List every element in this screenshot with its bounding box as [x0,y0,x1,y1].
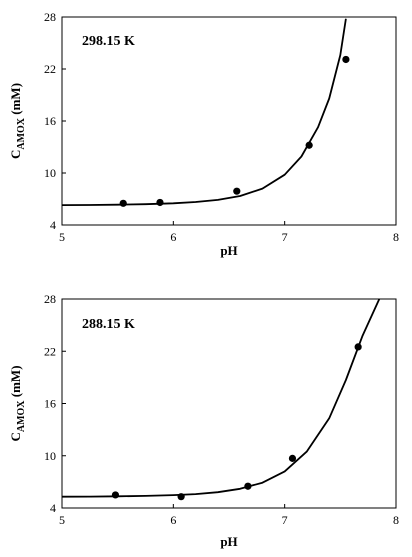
fit-curve [62,18,347,206]
y-tick-label: 10 [44,166,56,180]
data-point [233,187,241,195]
y-axis-title-subscript: AMOX [16,400,27,432]
data-point [305,141,313,149]
data-point [354,343,362,351]
y-tick-label: 28 [44,292,56,306]
chart-panel-1: 5 6 7 8 4 10 16 22 28 pH CAMOX (mM) 298.15 K [8,10,399,258]
x-axis-title: pH [220,243,237,258]
y-tick-label: 10 [44,449,56,463]
y-axis-title: CAMOX (mM) [8,365,27,441]
x-tick-label: 6 [170,230,176,244]
y-tick-label: 4 [50,501,56,515]
y-tick-label: 22 [44,62,56,76]
y-tick-label: 22 [44,344,56,358]
data-point [342,55,350,64]
x-tick-label: 5 [59,513,65,527]
y-tick-label: 16 [44,114,56,128]
x-tick-label: 6 [170,513,176,527]
data-point [119,199,127,207]
data-point [156,198,164,207]
x-tick-label: 7 [282,513,288,527]
y-axis-title-main: C [8,432,23,441]
data-point [244,482,252,490]
fit-curve [62,299,381,498]
x-axis-title: pH [220,534,237,549]
y-axis-title-subscript: AMOX [16,117,27,149]
data-point [177,493,185,501]
x-tick-label: 7 [282,230,288,244]
y-axis-title: CAMOX (mM) [8,83,27,159]
y-tick-label: 4 [50,218,56,232]
y-tick-label: 16 [44,397,56,411]
chart-panel-2: 5 6 7 8 4 10 16 22 28 pH CAMOX (mM) 288.15 K [8,292,399,549]
y-axis-title-unit: (mM) [8,83,23,118]
y-tick-label: 28 [44,10,56,24]
data-point [111,491,120,499]
x-tick-label: 8 [393,513,399,527]
temperature-annotation: 298.15 K [82,34,135,49]
data-point [288,454,297,462]
temperature-annotation: 288.15 K [82,317,135,332]
x-tick-label: 8 [393,230,399,244]
y-axis-title-main: C [8,150,23,159]
x-tick-label: 5 [59,230,65,244]
y-axis-title-unit: (mM) [8,365,23,400]
